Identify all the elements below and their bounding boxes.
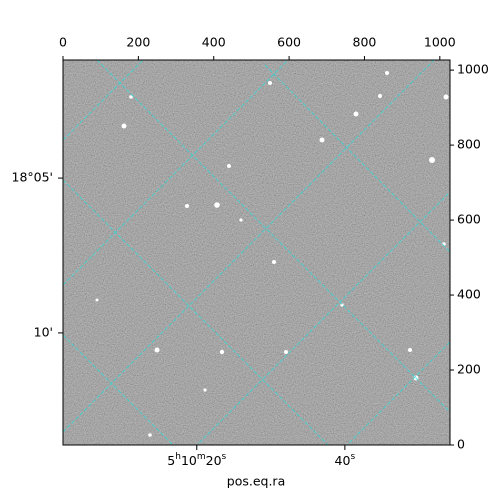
y-tick-label: 200 xyxy=(457,362,481,377)
y-tick-label: 800 xyxy=(457,137,481,152)
y-tick-label: 600 xyxy=(457,212,481,227)
ra-tick-label: 40s xyxy=(335,452,356,468)
y-tick-label: 400 xyxy=(457,287,481,302)
frame xyxy=(62,59,451,446)
x-tick-label: 400 xyxy=(202,35,226,50)
y-tick-label: 0 xyxy=(457,437,465,452)
dec-tick-label: 10' xyxy=(34,324,53,339)
x-tick-label: 600 xyxy=(277,35,301,50)
x-tick-label: 200 xyxy=(126,35,150,50)
x-tick-label: 1000 xyxy=(424,35,456,50)
x-tick-label: 0 xyxy=(59,35,67,50)
ra-tick-label: 5h10m20s xyxy=(167,452,226,468)
sky-image xyxy=(63,60,450,445)
dec-tick-label: 18°05' xyxy=(12,170,54,185)
y-tick-label: 1000 xyxy=(457,62,489,77)
x-tick-label: 800 xyxy=(353,35,377,50)
coordinate-grid xyxy=(63,60,450,445)
x-axis-label: pos.eq.ra xyxy=(227,474,285,489)
